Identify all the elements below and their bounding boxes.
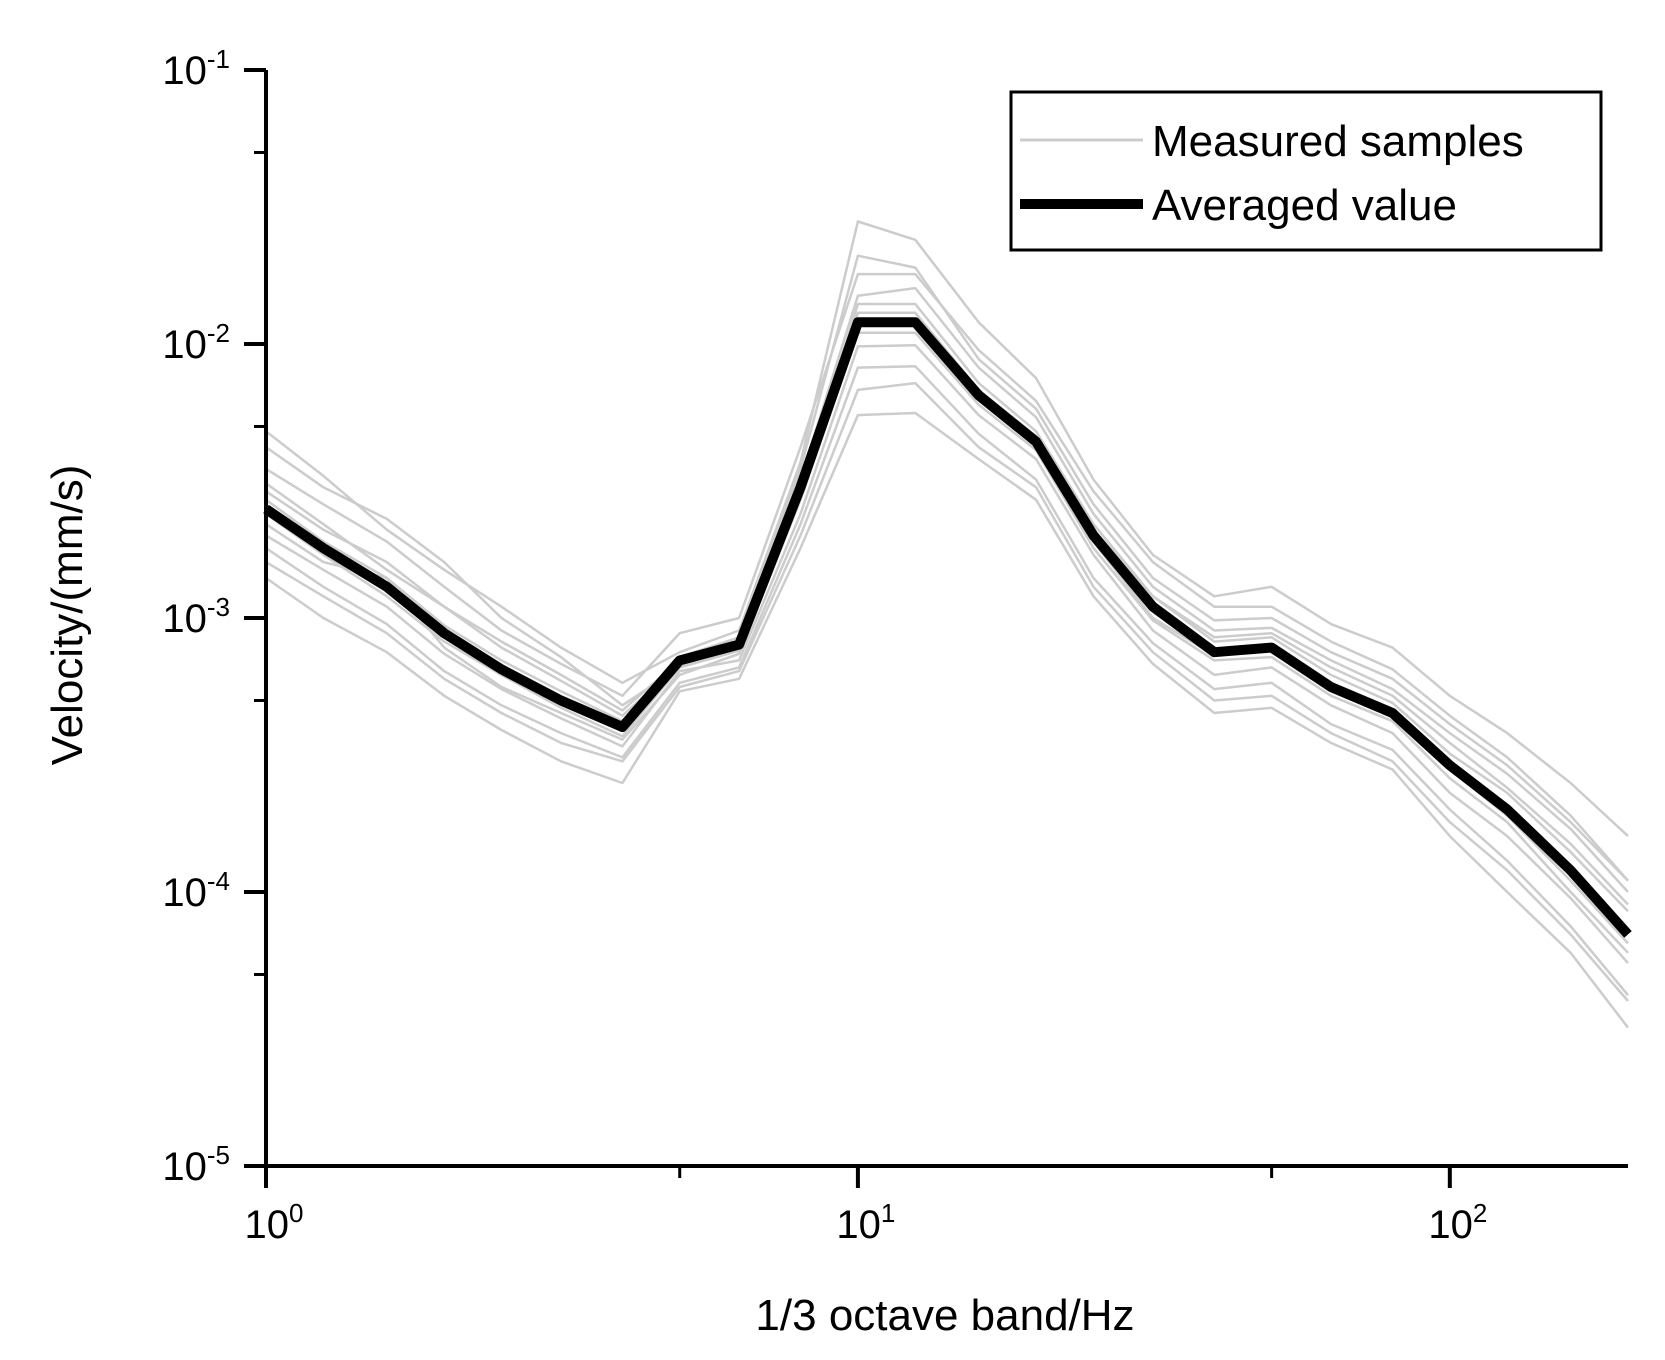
sample-line-3 bbox=[265, 220, 1629, 838]
legend-samples-label: Measured samples bbox=[1152, 117, 1524, 166]
tick-labels: 10-1 10-2 10-3 10-4 10-5 100 101 102 bbox=[162, 44, 1487, 1247]
measured-samples-layer bbox=[265, 220, 1629, 1029]
sample-line-8 bbox=[265, 343, 1629, 964]
averaged-line bbox=[263, 317, 1632, 938]
x-tick-label: 101 bbox=[836, 1198, 895, 1247]
y-tick-label: 10-3 bbox=[162, 592, 230, 641]
sample-line-9 bbox=[265, 302, 1629, 906]
sample-line-5 bbox=[265, 286, 1629, 893]
legend: Measured samples Averaged value bbox=[1009, 90, 1603, 252]
axes bbox=[244, 68, 1628, 1188]
averaged-value-layer bbox=[263, 317, 1632, 938]
y-tick-label: 10-1 bbox=[162, 44, 230, 93]
sample-line-11 bbox=[265, 311, 1629, 913]
sample-line-4 bbox=[265, 331, 1629, 954]
y-tick-label: 10-2 bbox=[162, 318, 230, 367]
legend-average-label: Averaged value bbox=[1152, 181, 1457, 230]
y-axis-title: Velocity/(mm/s) bbox=[43, 465, 92, 766]
x-axis-title: 1/3 octave band/Hz bbox=[755, 1291, 1134, 1340]
legend-box bbox=[1009, 90, 1603, 252]
sample-line-7 bbox=[265, 254, 1629, 882]
x-tick-label: 100 bbox=[245, 1198, 304, 1247]
y-tick-label: 10-4 bbox=[162, 866, 230, 915]
x-tick-label: 102 bbox=[1428, 1198, 1487, 1247]
sample-line-10 bbox=[265, 381, 1629, 1002]
sample-line-2 bbox=[265, 364, 1629, 996]
sample-line-6 bbox=[265, 411, 1629, 1029]
y-tick-label: 10-5 bbox=[162, 1140, 230, 1189]
